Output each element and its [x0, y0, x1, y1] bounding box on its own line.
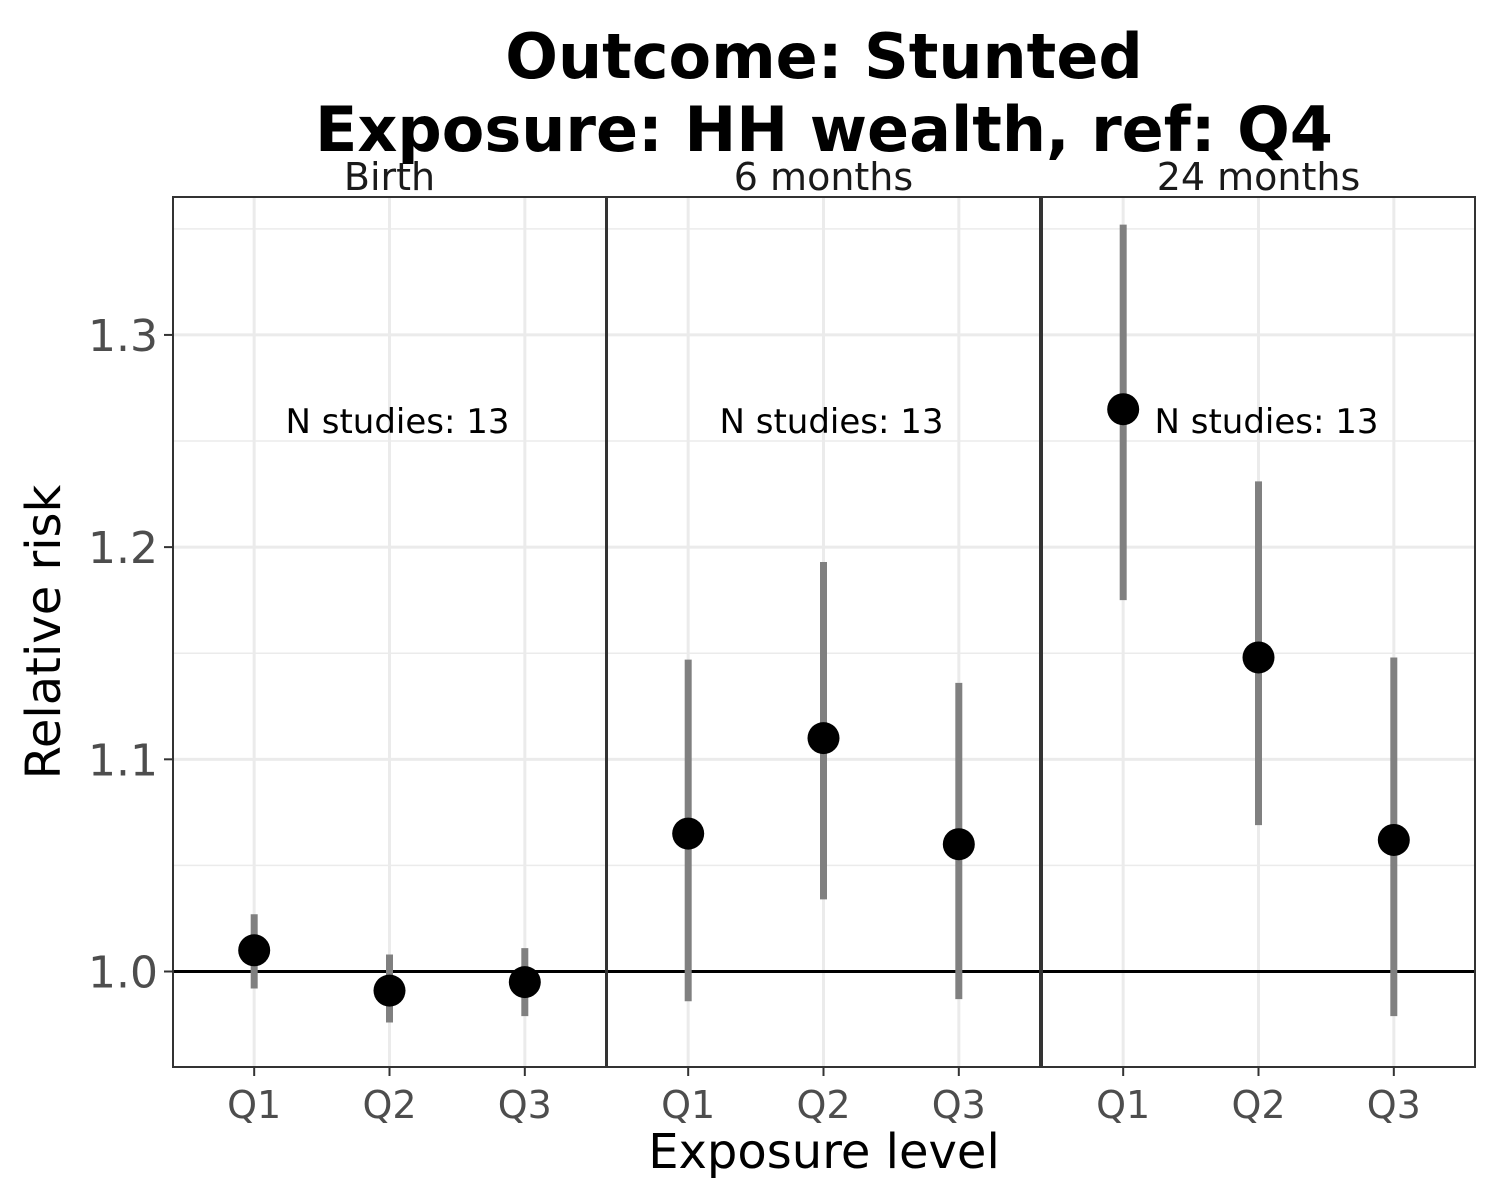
- y-tick-label: 1.2: [88, 523, 158, 574]
- panel-annotation: N studies: 13: [1154, 402, 1378, 442]
- x-tick-label: Q3: [498, 1083, 552, 1127]
- point-estimate: [1242, 641, 1275, 674]
- x-tick-label: Q2: [362, 1083, 416, 1127]
- chart-title-line-1: Outcome: Stunted: [505, 20, 1143, 93]
- panel-strip-label: Birth: [344, 155, 435, 199]
- y-tick-label: 1.3: [88, 311, 158, 362]
- point-estimate: [942, 828, 975, 861]
- panel-strip-label: 24 months: [1157, 155, 1361, 199]
- panel-0: N studies: 13 Birth Q1 Q2 Q3: [172, 155, 607, 1127]
- panel-2: N studies: 13 24 months Q1 Q2 Q3: [1041, 155, 1476, 1127]
- y-axis: 1.0 1.1 1.2 1.3: [88, 311, 173, 999]
- x-tick-label: Q2: [796, 1083, 850, 1127]
- point-estimate: [807, 722, 840, 755]
- x-tick-label: Q2: [1231, 1083, 1285, 1127]
- panel-strip-label: 6 months: [734, 155, 913, 199]
- point-estimate: [373, 974, 406, 1007]
- point-estimate: [1377, 823, 1410, 856]
- x-tick-label: Q1: [227, 1083, 281, 1127]
- point-estimate: [508, 966, 541, 999]
- x-tick-label: Q1: [661, 1083, 715, 1127]
- x-axis-label: Exposure level: [648, 1124, 1000, 1180]
- point-estimate: [238, 934, 271, 967]
- point-estimate: [672, 817, 705, 850]
- y-tick-label: 1.1: [88, 735, 158, 786]
- x-tick-label: Q1: [1096, 1083, 1150, 1127]
- point-estimate: [1107, 393, 1140, 426]
- panel-annotation: N studies: 13: [285, 402, 509, 442]
- panels-layer: N studies: 13 Birth Q1 Q2 Q3 N studies: 13 6 m…: [172, 155, 1476, 1127]
- chart-title-line-2: Exposure: HH wealth, ref: Q4: [315, 93, 1333, 166]
- panel-annotation: N studies: 13: [719, 402, 943, 442]
- x-tick-label: Q3: [1367, 1083, 1421, 1127]
- x-tick-label: Q3: [932, 1083, 986, 1127]
- y-axis-label: Relative risk: [16, 484, 72, 779]
- y-tick-label: 1.0: [88, 948, 158, 999]
- panel-1: N studies: 13 6 months Q1 Q2 Q3: [606, 155, 1041, 1127]
